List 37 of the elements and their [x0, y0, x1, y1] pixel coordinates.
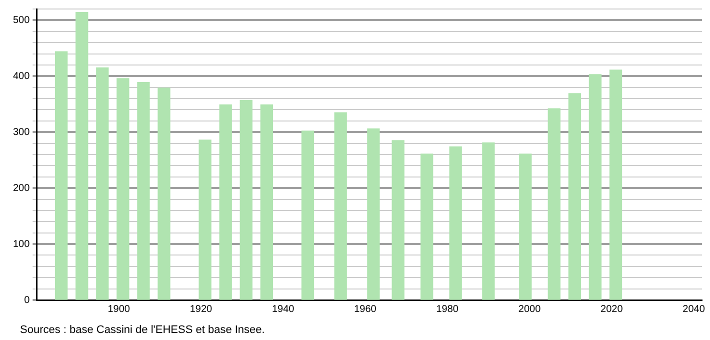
y-tick-label: 200	[12, 182, 30, 194]
x-tick-label: 1960	[354, 304, 377, 315]
bar	[219, 104, 232, 300]
y-tick-label: 0	[24, 294, 30, 306]
x-tick-label: 1980	[436, 304, 459, 315]
bar	[334, 112, 347, 300]
bar	[367, 128, 380, 300]
bar	[420, 154, 434, 300]
bar	[76, 12, 88, 300]
x-tick-label: 2020	[600, 304, 624, 315]
bar	[240, 100, 252, 300]
bar	[449, 146, 462, 300]
bar	[158, 88, 170, 300]
y-tick-label: 400	[12, 70, 30, 82]
y-tick-label: 500	[12, 14, 30, 26]
y-tick-label: 100	[12, 238, 30, 250]
bar	[96, 67, 109, 300]
x-tick-label: 2000	[518, 304, 542, 315]
bar	[198, 140, 212, 300]
x-tick-label: 1940	[272, 304, 295, 315]
x-tick-label: 1920	[190, 304, 213, 315]
bar	[482, 142, 495, 300]
bar	[137, 82, 150, 300]
x-tick-label: 1900	[108, 304, 130, 315]
bar	[548, 108, 560, 300]
bar	[609, 70, 622, 300]
x-tick-label: 2040	[682, 304, 706, 315]
bar	[116, 78, 130, 300]
bar	[392, 140, 404, 300]
bar	[519, 154, 532, 300]
bar	[54, 51, 68, 300]
bar	[260, 104, 273, 300]
y-tick-label: 300	[12, 126, 30, 138]
bar	[301, 130, 314, 300]
source-note: Sources : base Cassini de l'EHESS et base Insee.	[20, 324, 265, 336]
bar	[568, 93, 582, 300]
bar	[588, 74, 602, 300]
